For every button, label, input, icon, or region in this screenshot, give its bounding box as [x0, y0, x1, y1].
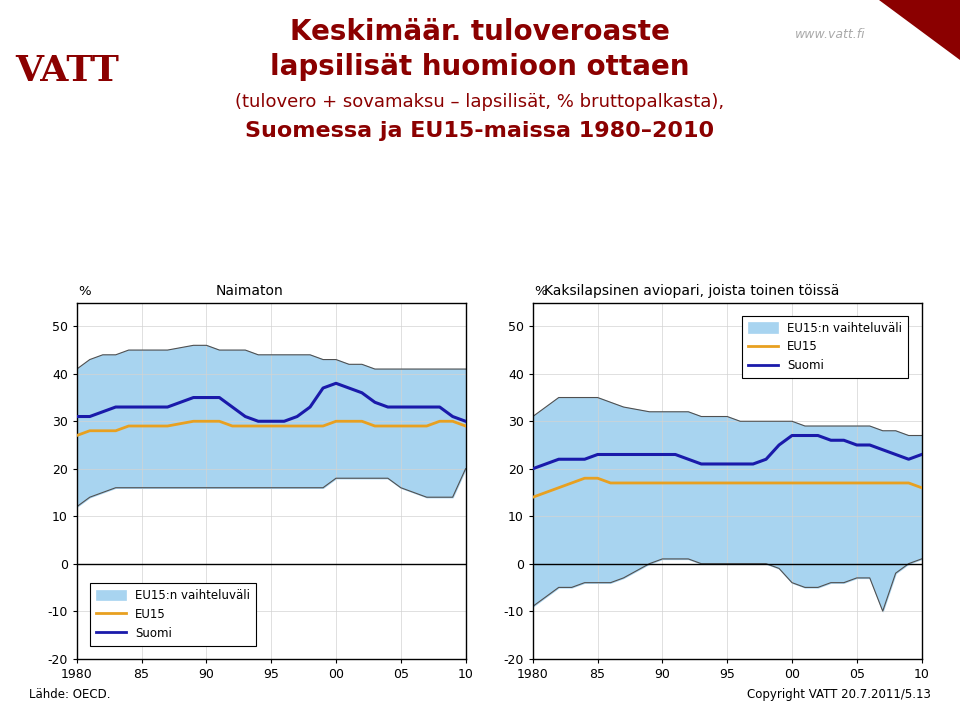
Text: (tulovero + sovamaksu – lapsilisät, % bruttopalkasta),: (tulovero + sovamaksu – lapsilisät, % br…: [235, 93, 725, 110]
Text: lapsilisät huomioon ottaen: lapsilisät huomioon ottaen: [271, 53, 689, 81]
Polygon shape: [879, 0, 960, 60]
Text: Copyright VATT 20.7.2011/5.13: Copyright VATT 20.7.2011/5.13: [747, 689, 931, 701]
Legend: EU15:n vaihteluväli, EU15, Suomi: EU15:n vaihteluväli, EU15, Suomi: [90, 583, 256, 646]
Text: %: %: [535, 285, 547, 298]
Text: Kaksilapsinen aviopari, joista toinen töissä: Kaksilapsinen aviopari, joista toinen tö…: [543, 283, 839, 298]
Text: www.vatt.fi: www.vatt.fi: [795, 28, 866, 41]
Text: VATT: VATT: [15, 54, 119, 88]
Text: Keskimäär. tuloveroaste: Keskimäär. tuloveroaste: [290, 18, 670, 46]
Text: Suomessa ja EU15-maissa 1980–2010: Suomessa ja EU15-maissa 1980–2010: [246, 121, 714, 141]
Text: Lähde: OECD.: Lähde: OECD.: [29, 689, 110, 701]
Text: Naimaton: Naimaton: [216, 283, 283, 298]
Legend: EU15:n vaihteluväli, EU15, Suomi: EU15:n vaihteluväli, EU15, Suomi: [742, 315, 908, 378]
Text: %: %: [79, 285, 91, 298]
